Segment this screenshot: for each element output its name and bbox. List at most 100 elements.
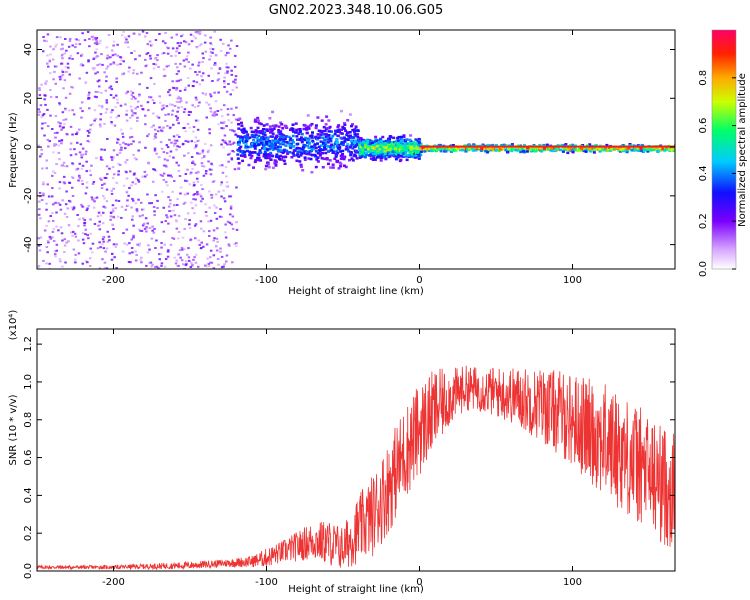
heat-cell [368,150,372,154]
heat-cell [177,95,181,98]
heat-cell [234,75,238,78]
heat-cell [93,42,97,45]
heat-cell [162,178,166,181]
heat-cell [141,30,145,33]
heat-cell [298,150,302,153]
heat-cell [367,154,371,157]
heat-cell [301,169,305,172]
x-tick-label: -200 [102,577,125,588]
heat-cell [45,202,48,205]
heat-cell [40,127,44,130]
heat-cell [63,244,67,247]
heat-cell [176,145,179,148]
y-tick-label: 20 [23,92,34,105]
heat-cell [196,73,199,76]
heat-cell [175,47,179,50]
heat-cell [627,147,631,150]
heat-cell [98,241,101,244]
heat-cell [365,145,369,149]
heat-cell [150,43,154,46]
heat-cell [344,138,348,141]
heat-cell [58,75,61,78]
heat-cell [208,235,211,237]
heat-cell [373,150,377,153]
heat-cell [345,145,349,148]
heat-cell [119,104,123,107]
heat-cell [288,151,292,154]
heat-cell [88,107,91,110]
heat-cell [414,156,418,159]
heat-cell [230,39,233,42]
heat-cell [61,111,65,114]
heat-cell [52,227,55,230]
heat-cell [277,125,281,128]
heat-cell [106,240,110,243]
heat-cell [66,207,69,210]
heat-cell [432,147,436,150]
heat-cell [93,109,97,112]
heat-cell [93,223,97,225]
heat-cell [460,146,464,150]
heat-cell [356,143,360,147]
heat-cell [413,141,417,145]
heat-cell [87,97,90,100]
heat-cell [228,152,231,155]
heat-cell [38,89,41,91]
heat-cell [194,204,198,207]
heat-cell [109,218,112,221]
heat-cell [38,87,41,90]
heat-cell [112,96,116,99]
heat-cell [159,253,163,256]
heat-cell [197,64,200,67]
heat-cell [54,143,58,146]
heat-cell [321,142,325,145]
heat-cell [526,147,530,150]
heat-cell [382,155,386,159]
heat-cell [244,145,248,148]
heat-cell [94,117,98,120]
heat-cell [201,165,204,167]
heat-cell [40,116,43,119]
heat-cell [643,149,647,152]
heat-cell [201,197,204,200]
heat-cell [260,131,264,135]
heat-cell [61,73,65,76]
heat-cell [82,217,85,220]
heat-cell [175,50,178,53]
heat-cell [103,182,106,185]
heat-cell [74,258,77,261]
heat-cell [42,259,45,262]
heat-cell [161,190,164,193]
heat-cell [254,133,258,136]
heat-cell [135,158,138,161]
heat-cell [222,189,225,192]
heat-cell [273,159,277,162]
heat-cell [224,231,227,234]
heat-cell [51,195,54,198]
heat-cell [194,96,198,99]
heat-cell [291,127,295,131]
heat-cell [64,261,67,264]
heat-cell [105,46,109,49]
heat-cell [45,246,49,248]
heat-cell [175,259,178,262]
heat-cell [202,72,205,75]
heat-cell [53,144,56,147]
heat-cell [562,146,566,150]
heat-cell [194,37,197,40]
heat-cell [192,80,196,83]
heat-cell [84,228,87,231]
heat-cell [76,52,80,55]
heat-cell [196,170,200,173]
heat-cell [103,71,106,74]
heat-cell [110,121,113,123]
heat-cell [51,187,54,189]
heat-cell [181,33,184,36]
heat-cell [260,129,264,133]
heat-cell [395,149,399,153]
heat-cell [253,135,257,139]
heat-cell [58,102,61,105]
heat-cell [141,214,144,217]
heat-cell [72,207,76,210]
heat-cell [95,43,99,46]
